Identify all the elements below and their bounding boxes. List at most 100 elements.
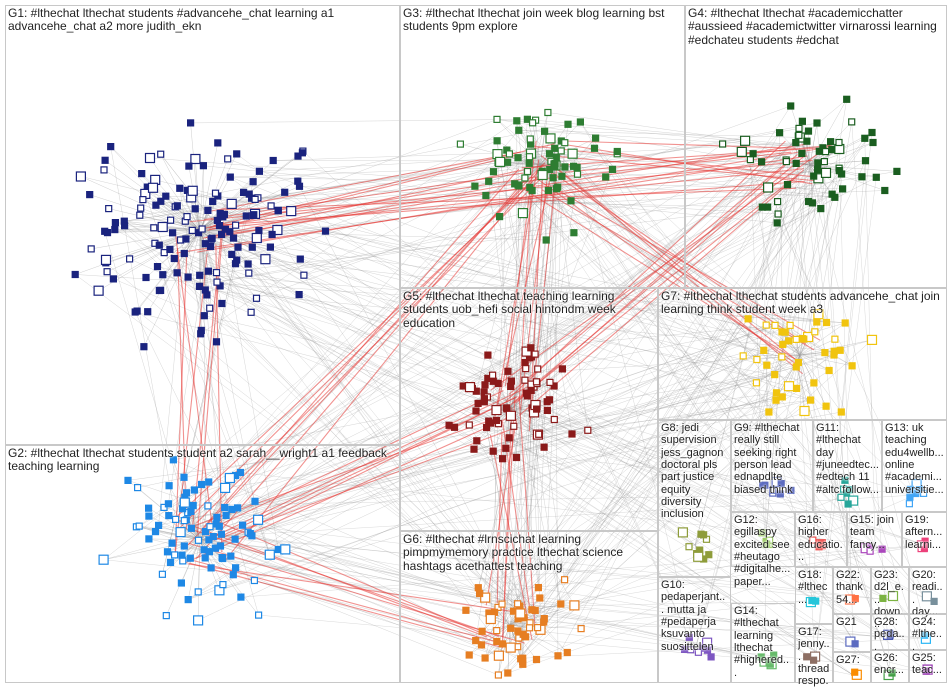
edge	[463, 325, 776, 387]
edge	[617, 153, 833, 195]
node-g11	[841, 476, 849, 484]
group-label-g1: G1: #lthechat lthechat students #advance…	[8, 7, 338, 34]
edge	[538, 148, 555, 588]
node-g6	[507, 624, 515, 632]
edge	[110, 146, 176, 520]
node-g6	[494, 671, 502, 679]
edge	[498, 599, 854, 608]
node-g2	[218, 553, 226, 562]
node-g6	[513, 600, 522, 608]
node-g4	[835, 138, 843, 147]
node-g2	[194, 536, 203, 544]
node-g2	[166, 558, 175, 567]
edge	[538, 366, 797, 435]
node-g2	[124, 476, 132, 484]
edge	[186, 164, 544, 547]
node-g1	[218, 299, 226, 308]
edge	[242, 524, 891, 601]
edge	[814, 177, 877, 661]
node-g7	[866, 334, 878, 345]
node-g13	[919, 489, 928, 497]
node-g5	[480, 395, 488, 403]
node-g5	[474, 399, 482, 407]
edge	[776, 392, 846, 496]
node-g5	[505, 434, 513, 442]
edge	[517, 599, 816, 632]
node-g1	[233, 256, 241, 264]
node-g8	[705, 551, 713, 559]
node-g1	[203, 291, 211, 299]
group-box-g15: G15: join team fancy...	[847, 512, 902, 567]
node-g2	[171, 551, 179, 559]
edge	[504, 140, 537, 387]
node-g2	[211, 544, 219, 552]
edge	[469, 424, 575, 606]
edge	[547, 112, 746, 141]
edge	[181, 176, 606, 556]
node-g1	[93, 285, 104, 296]
edge	[199, 539, 255, 581]
group-box-g27: G27:	[833, 652, 871, 683]
node-g2	[204, 502, 212, 510]
edge	[221, 234, 279, 550]
edge	[513, 426, 876, 546]
edge	[479, 544, 926, 594]
node-g6	[462, 606, 470, 614]
node-g3	[482, 191, 490, 200]
edge	[498, 336, 809, 676]
node-g2	[187, 524, 195, 532]
edge	[784, 332, 801, 356]
node-g6	[577, 624, 585, 633]
group-label-g6: G6: #lthechat #lrnscichat learning pimpm…	[403, 533, 627, 573]
edge	[763, 350, 801, 356]
node-g5	[532, 405, 541, 413]
node-g2	[221, 503, 229, 512]
edge	[587, 340, 789, 431]
node-g6	[533, 623, 542, 632]
node-g5	[499, 455, 507, 463]
edge	[777, 201, 929, 673]
edge	[694, 325, 776, 651]
node-g7	[792, 335, 800, 343]
node-g3	[567, 197, 575, 205]
edge	[694, 137, 801, 546]
edge	[187, 563, 520, 613]
edge	[781, 122, 818, 332]
edge	[580, 121, 891, 639]
edge	[694, 331, 783, 651]
group-box-g8: G8: jedi supervision jess_gagnon doctora…	[658, 420, 731, 577]
node-g4	[757, 158, 766, 166]
node-g1	[150, 224, 158, 232]
node-g8	[677, 527, 689, 538]
node-g1	[101, 156, 109, 164]
group-label-g12: G12: egillaspy excited see #heutago #dig…	[734, 514, 791, 588]
group-box-g10: G10: pedaperjant... mutta ja #pedaperja …	[658, 577, 731, 683]
group-box-g3: G3: #lthechat lthechat join week blog le…	[400, 5, 685, 288]
edge	[774, 354, 801, 375]
node-g4	[792, 159, 800, 167]
node-g5	[527, 344, 535, 352]
edge	[129, 119, 498, 260]
node-g3	[489, 168, 498, 176]
node-g3	[485, 177, 493, 185]
node-g4	[869, 138, 877, 147]
edge	[465, 610, 854, 641]
edge	[801, 153, 854, 601]
edge	[143, 229, 201, 347]
node-g3	[554, 183, 562, 191]
node-g2	[179, 497, 190, 508]
edge	[536, 206, 763, 410]
node-g1	[214, 139, 222, 147]
edge	[129, 258, 489, 422]
group-box-g14: G14: #lthechat learning lthechat #higher…	[731, 603, 795, 683]
node-g5	[545, 396, 554, 404]
node-g7	[771, 321, 779, 329]
edge	[188, 184, 788, 600]
node-g6	[477, 641, 486, 649]
edge	[248, 272, 814, 384]
edge	[145, 193, 201, 231]
node-g2	[178, 551, 186, 559]
group-box-g17: G17: jenny... thread respo...	[795, 624, 833, 688]
node-g3	[456, 140, 464, 148]
